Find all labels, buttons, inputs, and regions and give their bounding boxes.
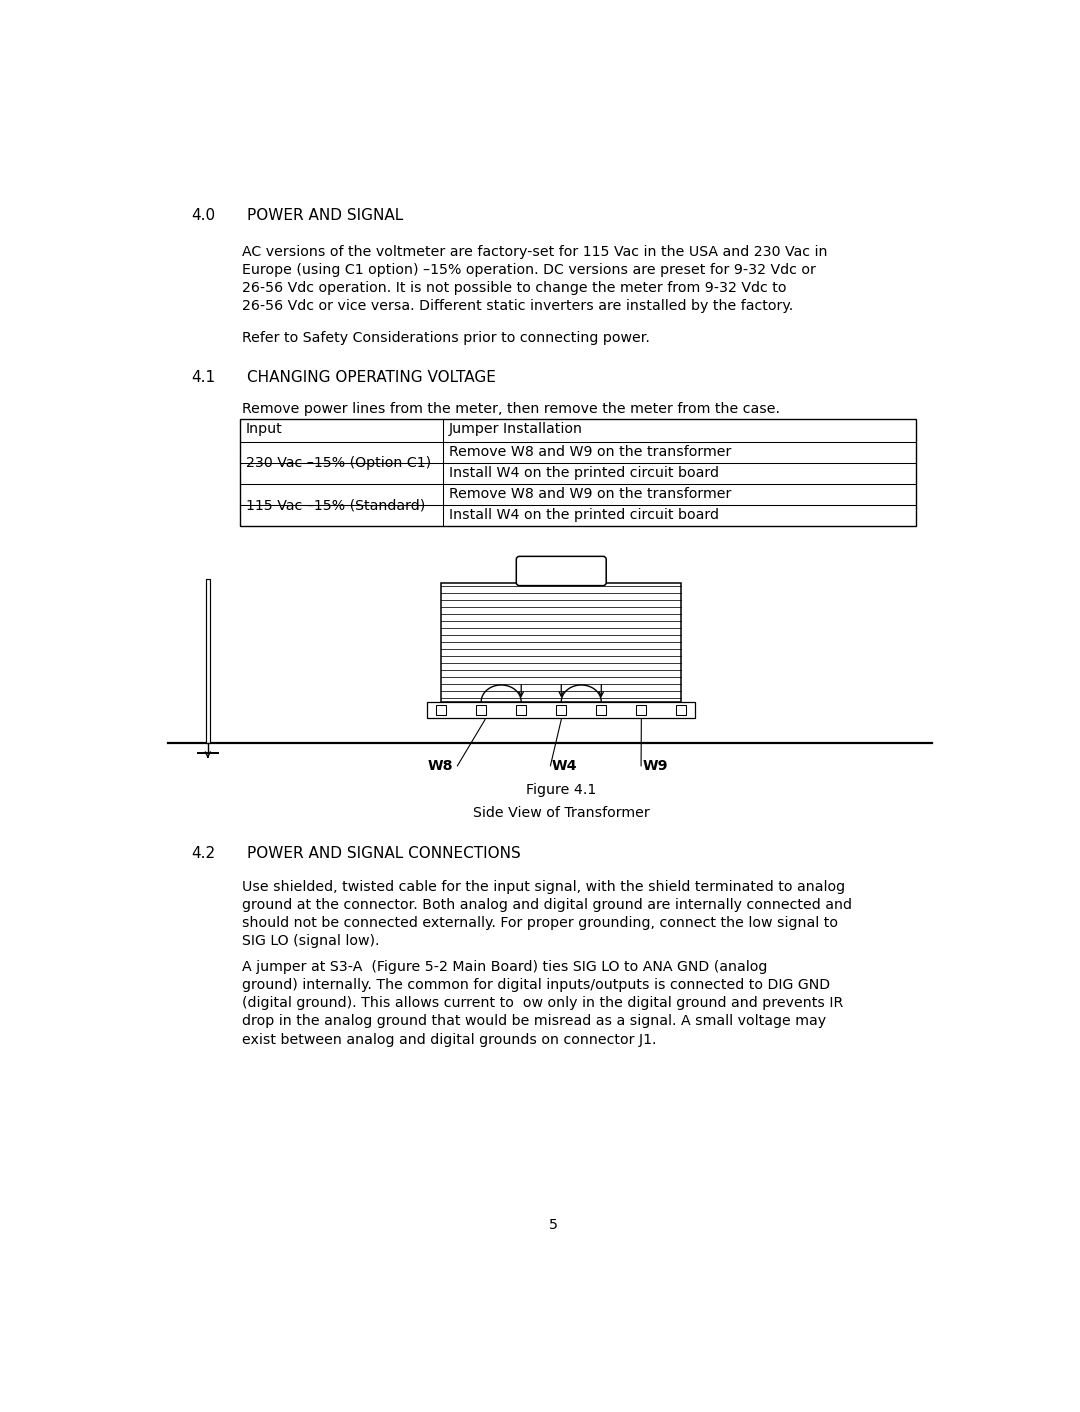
Text: Use shielded, twisted cable for the input signal, with the shield terminated to : Use shielded, twisted cable for the inpu… [242, 880, 852, 949]
Text: Install W4 on the printed circuit board: Install W4 on the printed circuit board [449, 466, 719, 480]
Text: Remove power lines from the meter, then remove the meter from the case.: Remove power lines from the meter, then … [242, 402, 780, 417]
Text: Install W4 on the printed circuit board: Install W4 on the printed circuit board [449, 508, 719, 522]
Text: CHANGING OPERATING VOLTAGE: CHANGING OPERATING VOLTAGE [246, 370, 496, 384]
Text: POWER AND SIGNAL: POWER AND SIGNAL [246, 208, 403, 223]
Text: Jumper Installation: Jumper Installation [449, 422, 583, 436]
Bar [205, 579, 211, 743]
Text: 4.0: 4.0 [191, 208, 215, 223]
Text: Input: Input [246, 422, 283, 436]
Bar [516, 705, 526, 714]
Text: A jumper at S3-A  (Figure 5-2 Main Board) ties SIG LO to ANA GND (analog
ground): A jumper at S3-A (Figure 5-2 Main Board)… [242, 960, 843, 1046]
Text: POWER AND SIGNAL CONNECTIONS: POWER AND SIGNAL CONNECTIONS [246, 846, 521, 861]
Text: Side View of Transformer: Side View of Transformer [473, 806, 650, 820]
FancyBboxPatch shape [516, 556, 606, 586]
Bar [676, 705, 687, 714]
Text: Figure 4.1: Figure 4.1 [526, 782, 596, 796]
Text: AC versions of the voltmeter are factory-set for 115 Vac in the USA and 230 Vac : AC versions of the voltmeter are factory… [242, 244, 827, 313]
Text: 115 Vac –15% (Standard): 115 Vac –15% (Standard) [246, 498, 426, 513]
Text: Remove W8 and W9 on the transformer: Remove W8 and W9 on the transformer [449, 445, 731, 459]
Text: 4.1: 4.1 [191, 370, 215, 384]
Bar [428, 702, 696, 719]
Bar [636, 705, 646, 714]
Text: Remove W8 and W9 on the transformer: Remove W8 and W9 on the transformer [449, 487, 731, 501]
Text: W9: W9 [643, 758, 669, 772]
Bar [441, 583, 681, 702]
Text: Refer to Safety Considerations prior to connecting power.: Refer to Safety Considerations prior to … [242, 332, 650, 345]
Text: 5: 5 [549, 1219, 558, 1233]
Bar [556, 705, 566, 714]
Bar [240, 419, 916, 527]
Text: W8: W8 [428, 758, 454, 772]
Text: 4.2: 4.2 [191, 846, 215, 861]
Bar [596, 705, 606, 714]
Bar [476, 705, 486, 714]
Bar [436, 705, 446, 714]
Text: W4: W4 [552, 758, 578, 772]
Text: 230 Vac –15% (Option C1): 230 Vac –15% (Option C1) [246, 456, 431, 470]
